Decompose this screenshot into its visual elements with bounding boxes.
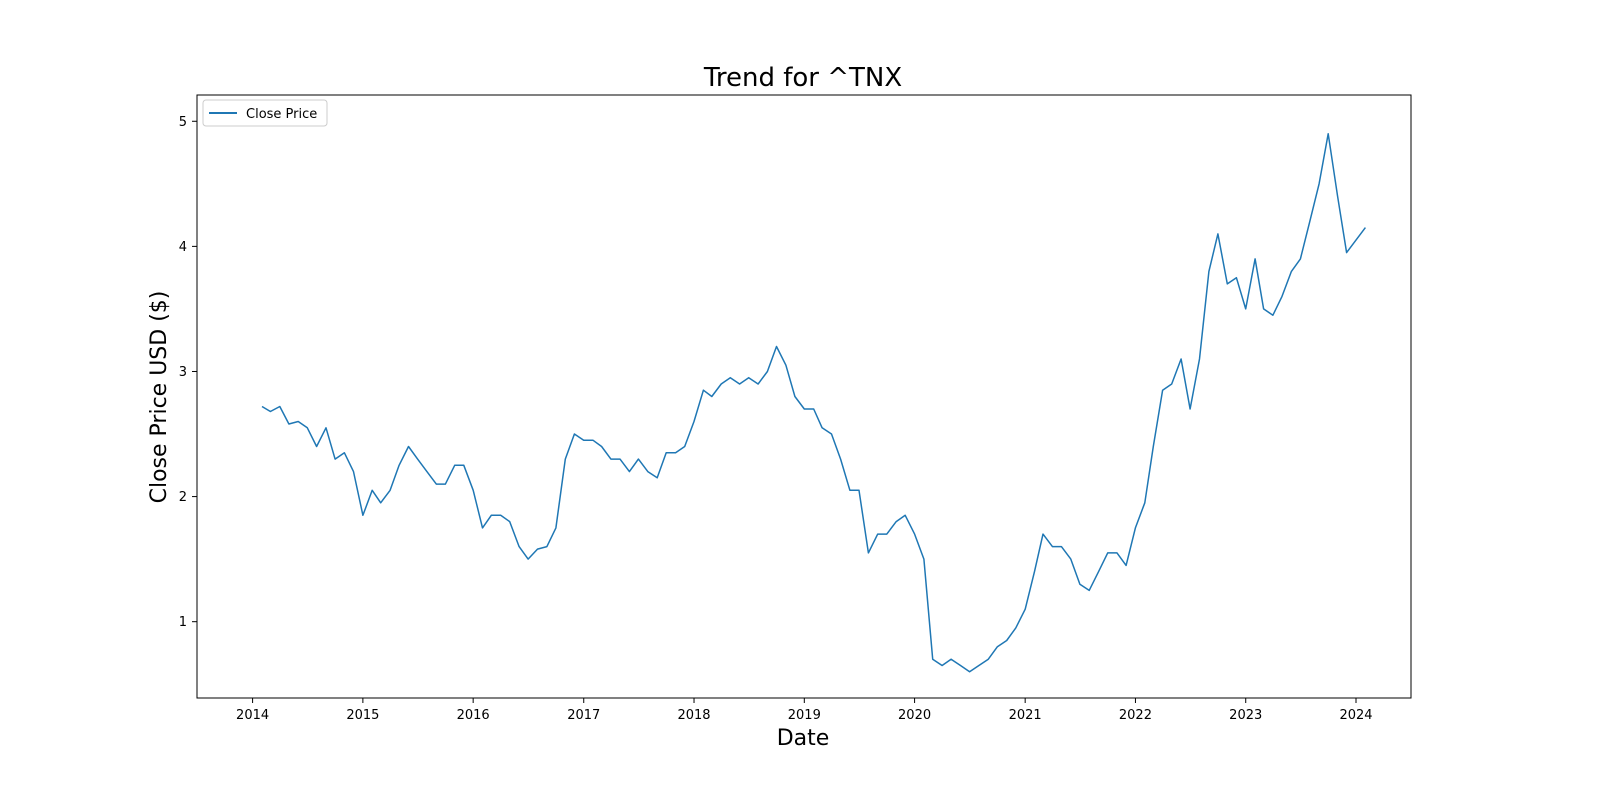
- x-tick-label: 2022: [1119, 708, 1152, 723]
- x-tick-label: 2024: [1339, 708, 1372, 723]
- x-tick-label: 2023: [1229, 708, 1262, 723]
- x-axis: 2014 2015 2016 2017 2018 2019 2020 2021 2022 2023…: [236, 698, 1373, 723]
- y-tick-label: 2: [179, 490, 187, 505]
- legend-box: [202, 99, 328, 127]
- y-tick-label: 4: [179, 240, 187, 255]
- y-tick-label: 1: [179, 615, 187, 630]
- x-tick-label: 2019: [788, 708, 821, 723]
- x-axis-label: Date: [777, 726, 830, 751]
- x-tick-label: 2014: [236, 708, 269, 723]
- y-tick-label: 3: [179, 365, 187, 380]
- x-tick-label: 2021: [1009, 708, 1042, 723]
- x-tick-label: 2016: [457, 708, 490, 723]
- x-tick-label: 2018: [677, 708, 710, 723]
- x-tick-label: 2020: [898, 708, 931, 723]
- series-line-close-price: [261, 133, 1366, 673]
- x-tick-label: 2017: [567, 708, 600, 723]
- legend: Close Price: [202, 99, 328, 127]
- y-axis-label: Close Price USD ($): [147, 291, 172, 504]
- x-tick-label: 2015: [346, 708, 379, 723]
- legend-label: Close Price: [246, 107, 317, 122]
- chart-title: Trend for ^TNX: [703, 63, 902, 93]
- y-tick-label: 5: [179, 115, 187, 130]
- y-axis: 1 2 3 4 5: [179, 115, 197, 630]
